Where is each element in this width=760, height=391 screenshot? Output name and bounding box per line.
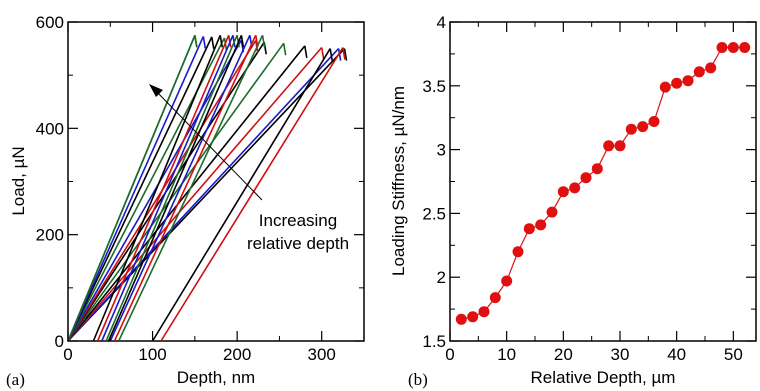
load-curve-tip-23 [194, 35, 198, 48]
panel-a-arrow-head [149, 84, 163, 97]
load-curve-16 [105, 34, 238, 342]
stiffness-point [478, 306, 490, 318]
panel-b-xtick-label: 50 [724, 345, 743, 364]
load-curve-18 [109, 34, 251, 342]
load-curve-tip-20 [261, 35, 266, 48]
load-curve-tip-1 [343, 48, 348, 61]
load-curve-tip-13 [219, 35, 224, 48]
panel-a-ytick-label: 400 [36, 119, 64, 138]
stiffness-point [625, 123, 637, 135]
load-curve-8 [67, 39, 243, 342]
stiffness-point [682, 75, 694, 87]
stiffness-point [614, 140, 626, 152]
panel-b-ytick-label: 2.5 [422, 204, 446, 223]
panel-a-label: (a) [6, 370, 25, 389]
stiffness-point [693, 66, 705, 78]
stiffness-point [603, 140, 615, 152]
stiffness-point [512, 246, 524, 258]
load-curve-11 [67, 36, 205, 342]
panel-b-xtick-label: 40 [667, 345, 686, 364]
load-curve-3 [67, 46, 323, 342]
panel-a-ylabel: Load, µN [9, 146, 28, 215]
panel-a-ytick-label: 600 [36, 13, 64, 32]
panel-a-series-group [67, 34, 348, 342]
stiffness-point [739, 42, 751, 53]
stiffness-point [705, 62, 717, 74]
annotation-line-1: Increasing [259, 211, 337, 230]
load-curve-tip-21 [329, 48, 333, 61]
panel-b-ytick-label: 3.5 [422, 77, 446, 96]
panel-b-ytick-label: 3 [437, 141, 446, 160]
panel-b-ytick-label: 1.5 [422, 332, 446, 351]
load-curve-21 [151, 48, 331, 342]
load-curve-17 [107, 34, 243, 342]
load-curve-4 [67, 45, 306, 342]
panel-a-ytick-label: 0 [55, 332, 64, 351]
load-curve-10 [67, 36, 213, 342]
load-curve-20 [117, 34, 264, 342]
stiffness-point [523, 223, 535, 235]
stiffness-point [671, 77, 683, 89]
stiffness-point [580, 172, 592, 184]
load-curve-tip-11 [202, 36, 207, 49]
stiffness-point [546, 206, 558, 218]
load-curve-5 [67, 42, 285, 342]
load-curve-22 [160, 47, 344, 342]
stiffness-point [557, 186, 569, 198]
panel-b-ylabel: Loading Stiffness, µN/nm [389, 86, 408, 276]
load-curve-2 [67, 48, 340, 342]
panel-b-xtick-label: 0 [445, 345, 454, 364]
stiffness-point [467, 311, 479, 323]
stiffness-point [535, 219, 547, 231]
stiffness-point [591, 163, 603, 175]
load-curve-15 [101, 34, 234, 342]
panel-a-xlabel: Depth, nm [177, 368, 255, 387]
load-curve-tip-4 [304, 45, 308, 59]
panel-a-ticks-group: 0 100 200 300 0 200 400 600 [36, 13, 364, 364]
panel-b-ytick-label: 2 [437, 268, 446, 287]
panel-a-xtick-label: 0 [63, 345, 72, 364]
panel-b-xtick-label: 30 [611, 345, 630, 364]
load-curve-tip-10 [210, 36, 215, 50]
panel-b-xtick-label: 20 [554, 345, 573, 364]
panel-a-xtick-label: 300 [308, 345, 336, 364]
load-curve-14 [96, 34, 230, 342]
load-curve-23 [67, 34, 196, 342]
panel-a-arrow-line [154, 89, 263, 201]
panel-a-xtick-label: 200 [223, 345, 251, 364]
panel-a-xtick-label: 100 [138, 345, 166, 364]
stiffness-point [569, 182, 581, 194]
load-curve-tip-3 [320, 47, 325, 60]
stiffness-point [716, 42, 728, 53]
panel-a-ytick-label: 200 [36, 226, 64, 245]
load-curve-19 [113, 34, 257, 342]
stiffness-point [637, 121, 649, 133]
stiffness-point [648, 116, 660, 127]
load-curve-tip-5 [282, 43, 287, 56]
panel-b-label: (b) [408, 370, 428, 389]
stiffness-point [489, 292, 501, 304]
stiffness-point [501, 275, 513, 287]
load-curve-tip-17 [240, 35, 245, 48]
load-curve-tip-22 [342, 47, 346, 60]
panel-b-ticks-group: 0 10 20 30 40 50 1.5 2 2.5 3 3.5 4 [422, 13, 756, 364]
stiffness-point [659, 81, 671, 93]
stiffness-point [727, 42, 739, 53]
stiffness-point [455, 313, 467, 325]
panel-b-xlabel: Relative Depth, µm [531, 368, 676, 387]
panel-b-ytick-label: 4 [437, 13, 446, 32]
load-curve-13 [92, 34, 221, 342]
annotation-line-2: relative depth [247, 234, 349, 253]
load-curve-tip-2 [337, 48, 342, 61]
panel-b-series-group [455, 42, 751, 325]
panel-b-xtick-label: 10 [497, 345, 516, 364]
